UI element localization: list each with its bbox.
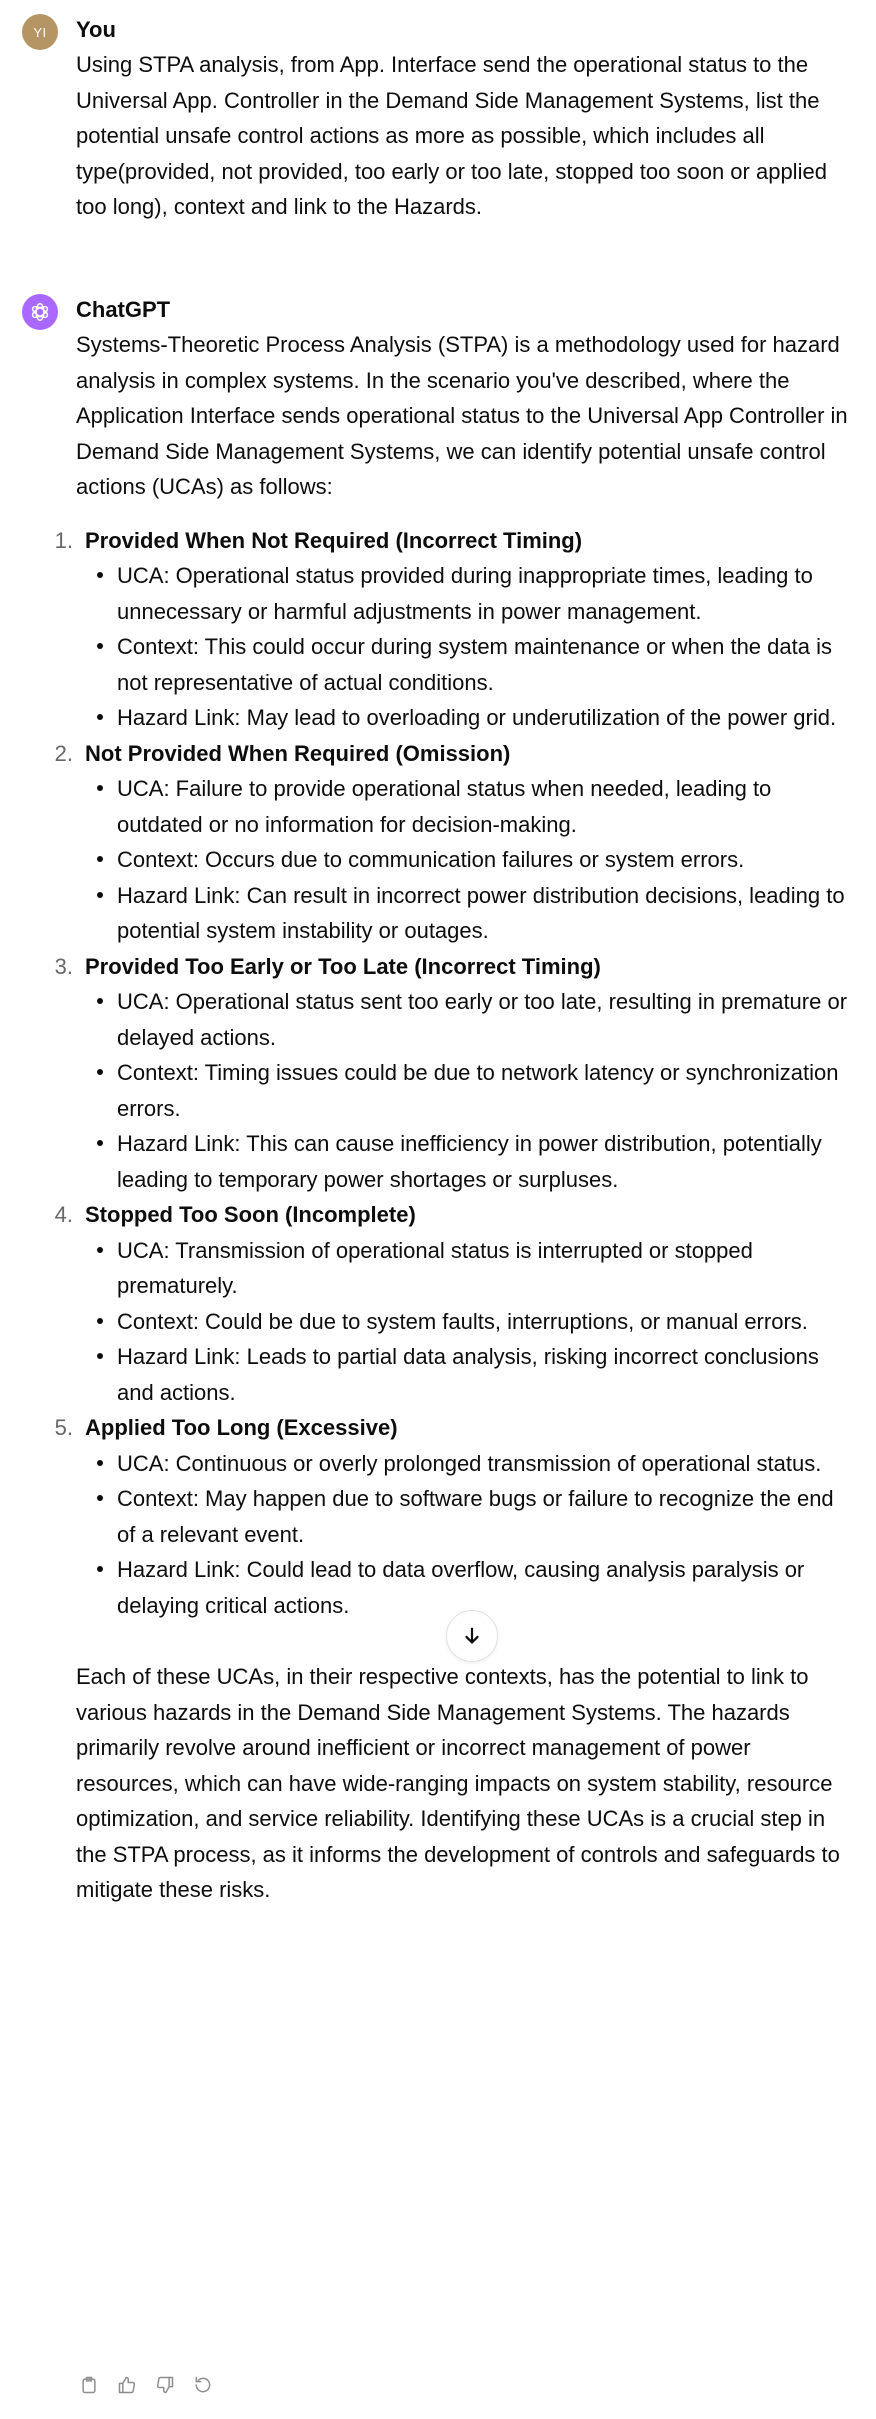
uca-item-title: Stopped Too Soon (Incomplete) — [85, 1202, 416, 1227]
assistant-avatar — [22, 294, 58, 330]
user-author-name: You — [76, 17, 116, 42]
scroll-to-bottom-button[interactable] — [446, 1610, 498, 1662]
uca-item: 3. Provided Too Early or Too Late (Incor… — [55, 949, 858, 1198]
uca-hazard-link: Hazard Link: May lead to overloading or … — [97, 700, 858, 736]
uca-item-title: Provided When Not Required (Incorrect Ti… — [85, 527, 583, 553]
user-message-text: Using STPA analysis, from App. Interface… — [76, 52, 827, 219]
uca-context: Context: May happen due to software bugs… — [97, 1481, 858, 1552]
uca-details: UCA: Continuous or overly prolonged tran… — [85, 1446, 858, 1624]
uca-item: 5. Applied Too Long (Excessive) UCA: Con… — [55, 1410, 858, 1624]
user-message-content: Using STPA analysis, from App. Interface… — [76, 47, 858, 225]
uca-context: Context: Timing issues could be due to n… — [97, 1055, 858, 1126]
uca-description: UCA: Transmission of operational status … — [97, 1233, 858, 1304]
intro-paragraph: Systems-Theoretic Process Analysis (STPA… — [76, 332, 848, 499]
uca-item-title: Applied Too Long (Excessive) — [85, 1415, 398, 1440]
uca-context: Context: Could be due to system faults, … — [97, 1304, 858, 1340]
list-number: 1. — [54, 527, 73, 553]
list-number: 3. — [54, 953, 73, 979]
openai-logo-icon — [31, 303, 49, 321]
message-actions — [77, 2373, 215, 2397]
copy-button[interactable] — [77, 2373, 101, 2397]
uca-item: 4. Stopped Too Soon (Incomplete) UCA: Tr… — [55, 1197, 858, 1411]
regenerate-icon — [195, 2376, 211, 2393]
list-number: 2. — [54, 740, 73, 766]
uca-item: 1. Provided When Not Required (Incorrect… — [55, 523, 858, 736]
uca-hazard-link: Hazard Link: Can result in incorrect pow… — [97, 878, 858, 949]
uca-item-title: Not Provided When Required (Omission) — [85, 740, 511, 766]
regenerate-button[interactable] — [191, 2373, 215, 2397]
assistant-author-name: ChatGPT — [76, 297, 171, 322]
list-number: 4. — [54, 1202, 73, 1227]
uca-description: UCA: Operational status sent too early o… — [97, 984, 858, 1055]
uca-hazard-link: Hazard Link: This can cause inefficiency… — [97, 1126, 858, 1197]
uca-context: Context: This could occur during system … — [97, 629, 858, 700]
thumbs-down-icon — [156, 2376, 174, 2394]
uca-context: Context: Occurs due to communication fai… — [97, 842, 858, 878]
uca-details: UCA: Operational status provided during … — [85, 558, 858, 736]
uca-item: 2. Not Provided When Required (Omission)… — [55, 736, 858, 949]
list-number: 5. — [54, 1415, 73, 1440]
uca-item-title: Provided Too Early or Too Late (Incorrec… — [85, 953, 601, 979]
assistant-message-content: Systems-Theoretic Process Analysis (STPA… — [55, 327, 858, 1908]
uca-description: UCA: Operational status provided during … — [97, 558, 858, 629]
conclusion-paragraph: Each of these UCAs, in their respective … — [76, 1664, 840, 1902]
uca-description: UCA: Continuous or overly prolonged tran… — [97, 1446, 858, 1482]
uca-description: UCA: Failure to provide operational stat… — [97, 771, 858, 842]
user-avatar: YI — [22, 14, 58, 50]
thumbs-down-button[interactable] — [153, 2373, 177, 2397]
uca-list: 1. Provided When Not Required (Incorrect… — [55, 523, 858, 1624]
uca-details: UCA: Transmission of operational status … — [85, 1233, 858, 1411]
uca-details: UCA: Failure to provide operational stat… — [85, 771, 858, 949]
thumbs-up-button[interactable] — [115, 2373, 139, 2397]
uca-hazard-link: Hazard Link: Could lead to data overflow… — [97, 1552, 858, 1623]
uca-hazard-link: Hazard Link: Leads to partial data analy… — [97, 1339, 858, 1410]
uca-details: UCA: Operational status sent too early o… — [85, 984, 858, 1197]
arrow-down-icon — [465, 1627, 479, 1644]
copy-icon — [82, 2376, 96, 2394]
thumbs-up-icon — [118, 2376, 136, 2394]
